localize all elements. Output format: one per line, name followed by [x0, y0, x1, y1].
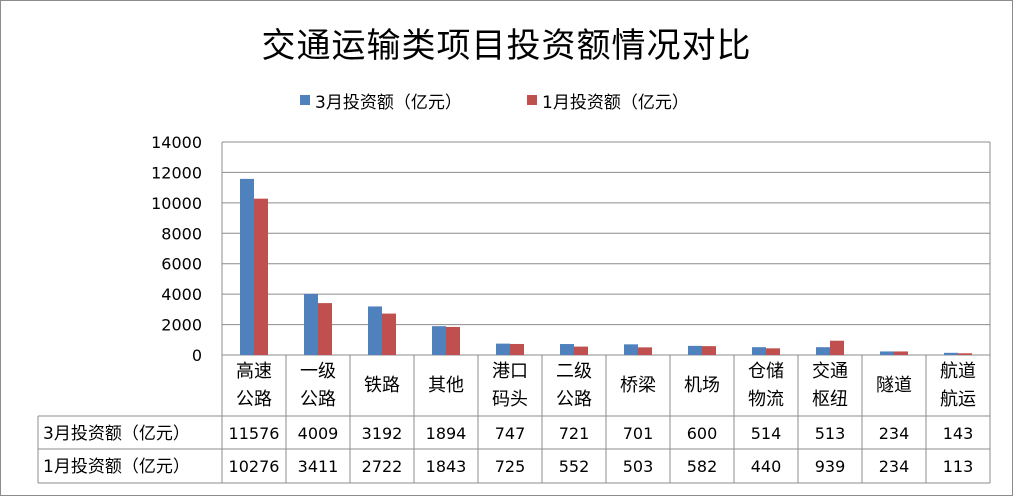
- bar-series-2-cat-6: [638, 347, 652, 355]
- table-cell-series-1-cat-0: 11576: [229, 424, 280, 443]
- table-cell-series-2-cat-0: 10276: [229, 457, 280, 476]
- table-cell-series-1-cat-3: 1894: [426, 424, 467, 443]
- table-cell-series-2-cat-3: 1843: [426, 457, 467, 476]
- bar-series-2-cat-10: [894, 351, 908, 355]
- table-row-label-series-2: 1月投资额（亿元）: [43, 457, 190, 477]
- table-cell-series-2-cat-6: 503: [623, 457, 654, 476]
- table-cell-series-2-cat-10: 234: [879, 457, 910, 476]
- bar-series-1-cat-11: [944, 352, 958, 355]
- legend-swatch-series-1: [300, 95, 310, 105]
- table-cell-series-2-cat-1: 3411: [298, 457, 339, 476]
- table-cell-series-1-cat-7: 600: [687, 424, 718, 443]
- y-tick-label: 2000: [161, 316, 202, 335]
- table-cell-series-1-cat-9: 513: [815, 424, 846, 443]
- category-label-line-2: 枢纽: [812, 389, 848, 410]
- category-label-line-2: 公路: [236, 389, 272, 410]
- category-label: 桥梁: [620, 375, 656, 396]
- category-label-line-1: 交通: [812, 361, 848, 382]
- bar-series-2-cat-5: [574, 346, 588, 355]
- category-label-line-2: 航运: [940, 389, 976, 410]
- y-tick-label: 12000: [151, 163, 202, 182]
- table-cell-series-2-cat-7: 582: [687, 457, 718, 476]
- bar-series-1-cat-9: [816, 347, 830, 355]
- y-tick-label: 14000: [151, 133, 202, 152]
- bar-series-1-cat-0: [240, 178, 254, 355]
- bar-series-2-cat-9: [830, 340, 844, 355]
- legend-swatch-series-2: [527, 95, 537, 105]
- category-label-line-2: 物流: [748, 389, 784, 410]
- table-cell-series-1-cat-5: 721: [559, 424, 590, 443]
- bar-series-1-cat-10: [880, 351, 894, 355]
- table-cell-series-1-cat-11: 143: [943, 424, 974, 443]
- y-tick-label: 8000: [161, 224, 202, 243]
- bar-series-2-cat-8: [766, 348, 780, 355]
- category-label-line-2: 公路: [556, 389, 592, 410]
- bar-series-2-cat-4: [510, 343, 524, 355]
- bar-series-1-cat-6: [624, 344, 638, 355]
- bar-series-1-cat-1: [304, 294, 318, 355]
- category-label: 铁路: [364, 375, 400, 396]
- category-label: 隧道: [876, 375, 912, 396]
- bar-series-2-cat-3: [446, 326, 460, 355]
- chart-title: 交通运输类项目投资额情况对比: [261, 26, 752, 66]
- table-cell-series-2-cat-11: 113: [943, 457, 974, 476]
- bar-series-2-cat-11: [958, 353, 972, 355]
- bar-series-1-cat-3: [432, 326, 446, 355]
- table-cell-series-2-cat-4: 725: [495, 457, 526, 476]
- bar-series-1-cat-5: [560, 344, 574, 355]
- bar-series-2-cat-2: [382, 313, 396, 355]
- chart-legend: 3月投资额（亿元） 1月投资额（亿元）: [0, 88, 1013, 113]
- bar-series-1-cat-4: [496, 343, 510, 355]
- bar-series-2-cat-7: [702, 346, 716, 355]
- category-label-line-1: 二级: [556, 361, 592, 382]
- bar-series-1-cat-2: [368, 306, 382, 355]
- table-cell-series-1-cat-2: 3192: [362, 424, 403, 443]
- table-cell-series-2-cat-2: 2722: [362, 457, 403, 476]
- table-cell-series-1-cat-6: 701: [623, 424, 654, 443]
- legend-item-series-1: 3月投资额（亿元）: [300, 88, 462, 113]
- bar-series-2-cat-0: [254, 198, 268, 355]
- table-cell-series-1-cat-1: 4009: [298, 424, 339, 443]
- legend-item-series-2: 1月投资额（亿元）: [527, 88, 689, 113]
- category-label-line-2: 码头: [492, 389, 528, 410]
- category-label: 其他: [428, 375, 464, 396]
- category-label: 机场: [684, 375, 720, 396]
- category-label-line-2: 公路: [300, 389, 336, 410]
- category-label-line-1: 一级: [300, 361, 336, 382]
- table-cell-series-2-cat-5: 552: [559, 457, 590, 476]
- category-label-line-1: 仓储: [748, 361, 784, 382]
- y-tick-label: 4000: [161, 285, 202, 304]
- table-row-label-series-1: 3月投资额（亿元）: [43, 424, 190, 444]
- y-tick-label: 6000: [161, 255, 202, 274]
- y-tick-label: 0: [192, 346, 202, 365]
- category-label-line-1: 港口: [492, 361, 528, 382]
- legend-label-series-1: 3月投资额（亿元）: [315, 92, 462, 113]
- table-cell-series-1-cat-10: 234: [879, 424, 910, 443]
- table-cell-series-2-cat-9: 939: [815, 457, 846, 476]
- category-label-line-1: 高速: [236, 361, 272, 382]
- table-cell-series-1-cat-8: 514: [751, 424, 782, 443]
- table-cell-series-1-cat-4: 747: [495, 424, 526, 443]
- bar-series-2-cat-1: [318, 303, 332, 355]
- y-tick-label: 10000: [151, 194, 202, 213]
- category-label-line-1: 航道: [940, 361, 976, 382]
- legend-label-series-2: 1月投资额（亿元）: [542, 92, 689, 113]
- table-cell-series-2-cat-8: 440: [751, 457, 782, 476]
- bar-series-1-cat-7: [688, 345, 702, 355]
- bar-series-1-cat-8: [752, 347, 766, 355]
